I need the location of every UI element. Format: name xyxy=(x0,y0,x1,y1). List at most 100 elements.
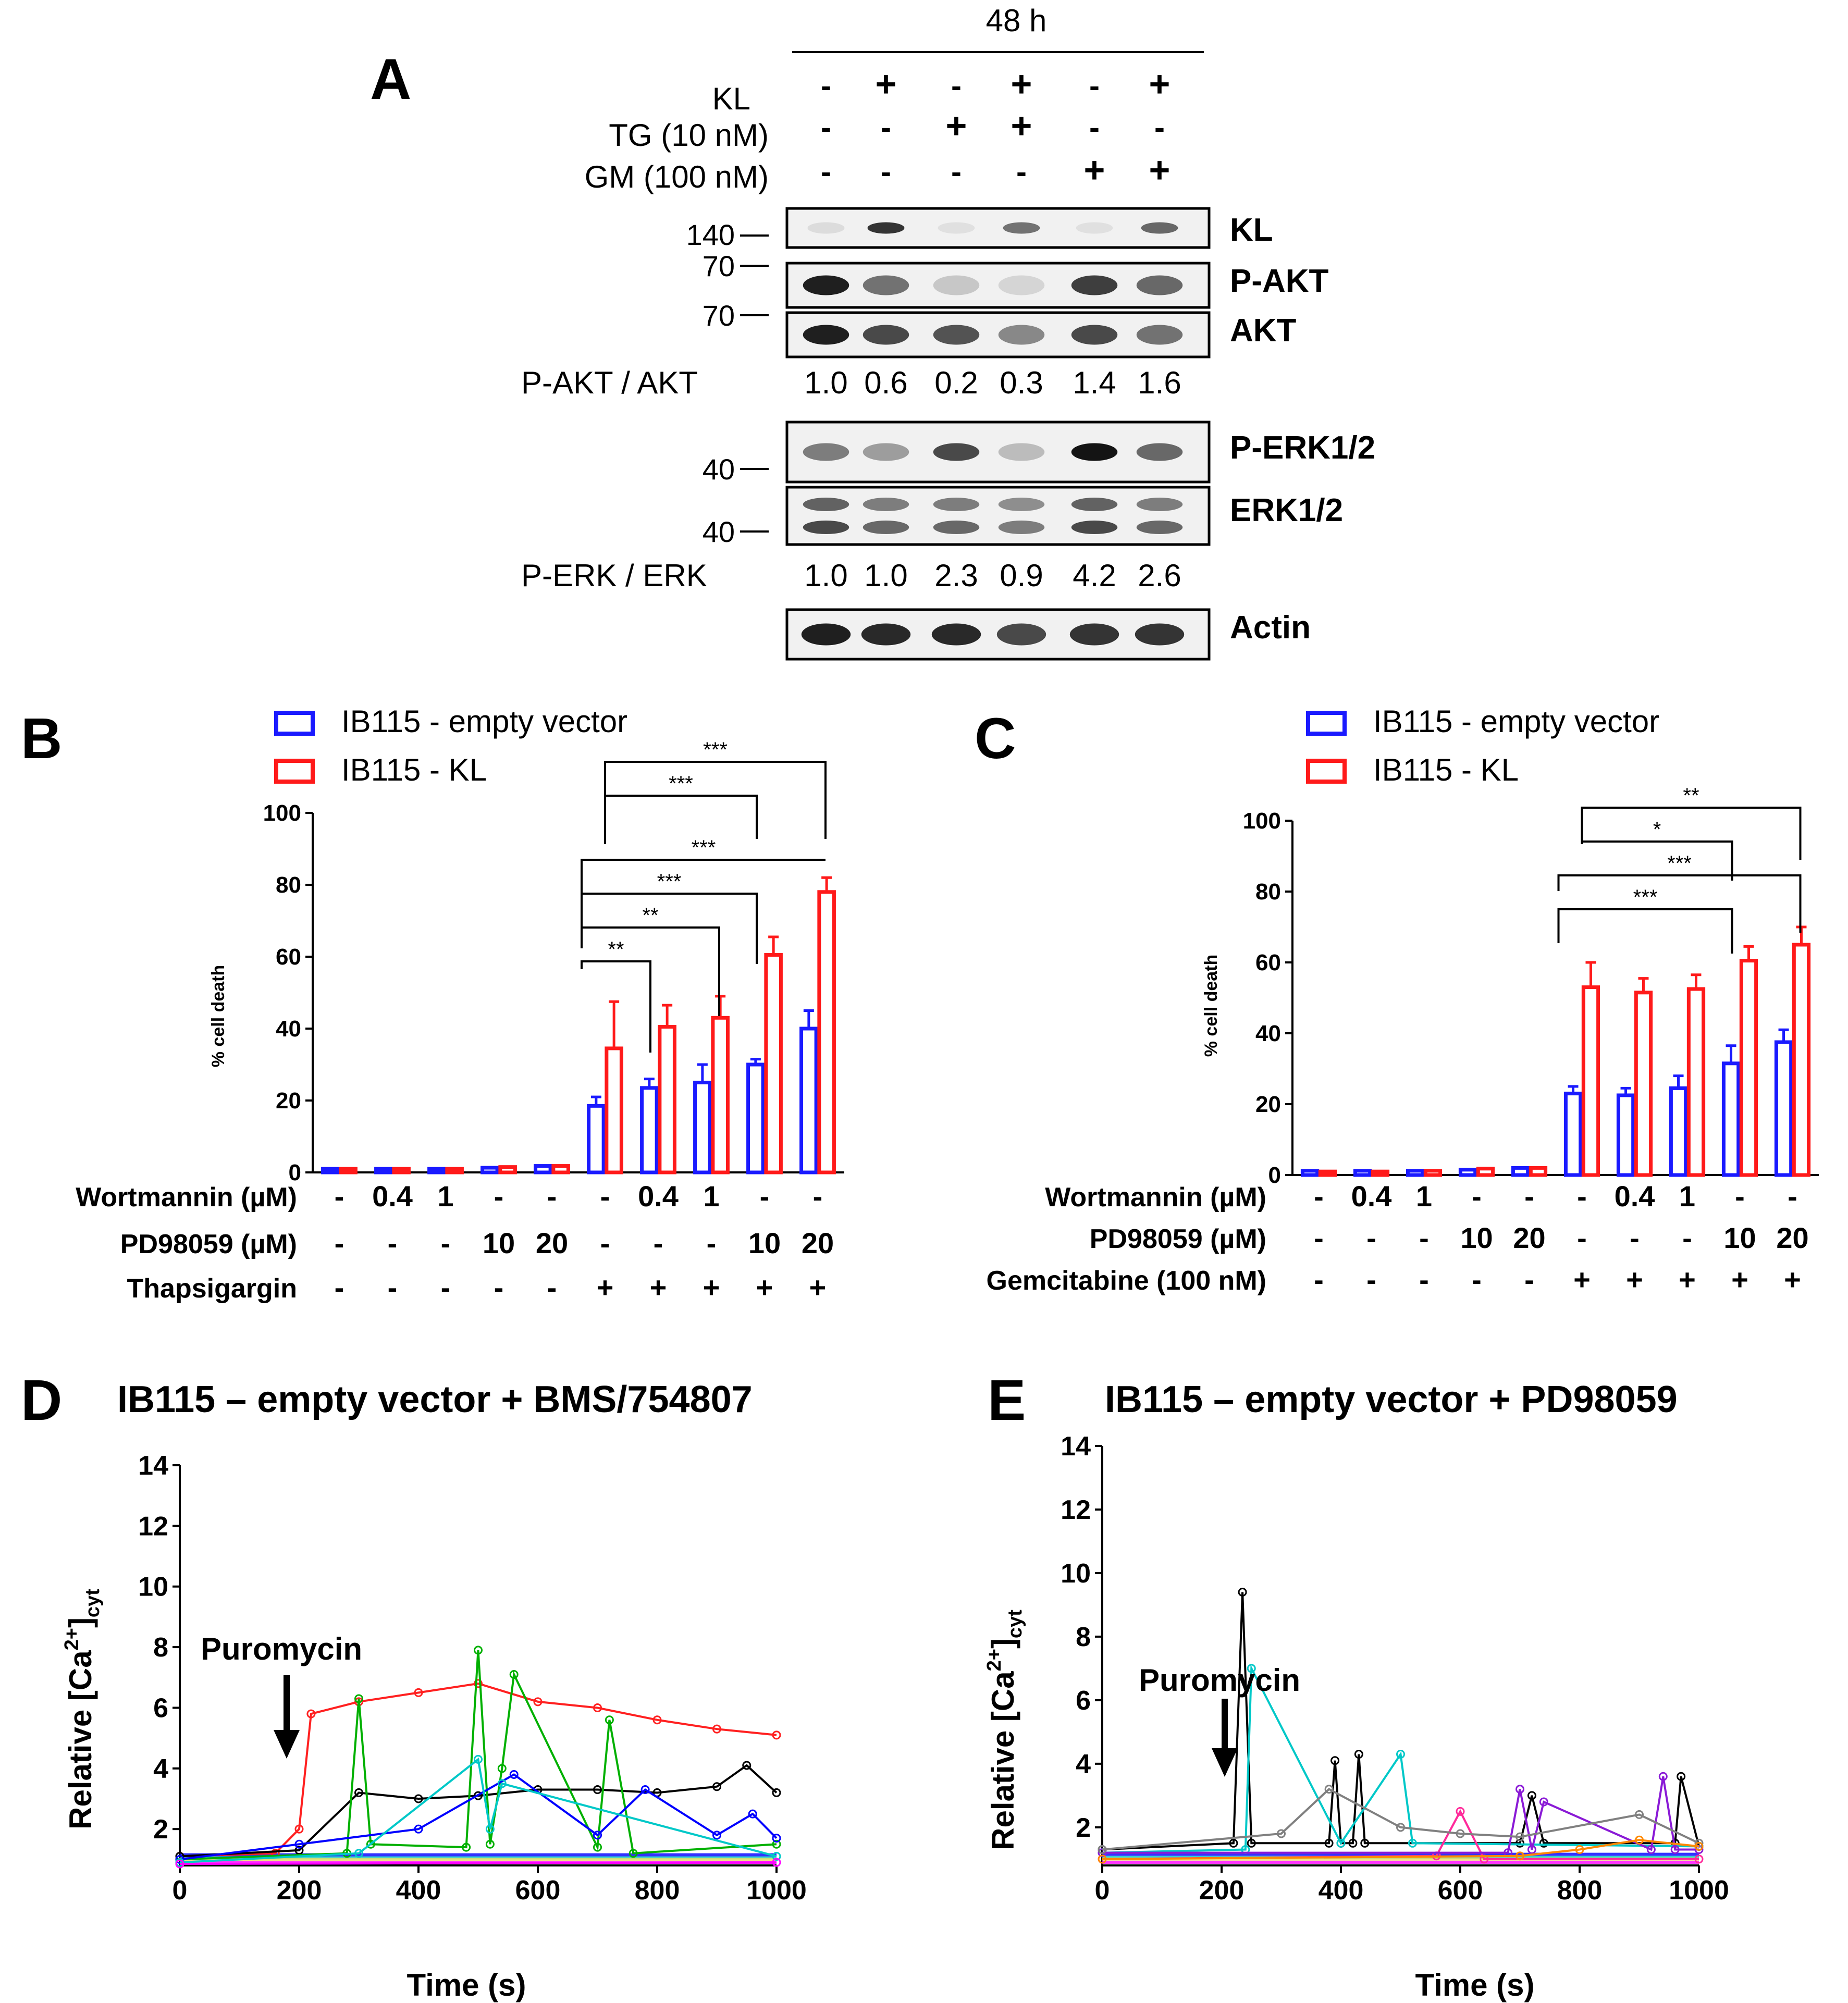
treatment-sign: + xyxy=(876,64,897,104)
y-tick-label: 60 xyxy=(1255,950,1281,975)
trace-point xyxy=(1516,1832,1524,1841)
panel-e-ylabel: Relative [Ca2+]cyt xyxy=(983,1610,1026,1850)
trace-black xyxy=(179,1764,778,1858)
treatment-sign: + xyxy=(1011,64,1032,104)
panel-c-ylabel: % cell death xyxy=(1201,955,1221,1057)
treatment-sign: - xyxy=(821,110,831,145)
trace-point xyxy=(772,1858,781,1867)
condition-value: - xyxy=(1788,1180,1797,1213)
cond-label-pd98059: PD98059 (µM) xyxy=(1090,1224,1266,1254)
trace-point xyxy=(772,1839,781,1849)
bar-kl xyxy=(764,953,783,1174)
mw-70a: 70 xyxy=(703,250,735,282)
trace-point xyxy=(497,1779,507,1788)
panel-d-chart: 2 4 6 8 10 12 14 0 200 400 600 800 1000 xyxy=(138,1451,807,1906)
trace-point xyxy=(1694,1838,1704,1848)
trace-point xyxy=(712,1831,721,1840)
condition-value: - xyxy=(1630,1221,1640,1254)
trace-point xyxy=(485,1824,495,1834)
band xyxy=(1071,325,1118,345)
panel-e-xlabel: Time (s) xyxy=(1415,1968,1535,2002)
blot-kl xyxy=(785,207,1211,249)
trace-point xyxy=(474,1679,483,1688)
legend-swatch-empty xyxy=(1306,711,1347,736)
cond-label-thapsigargin: Thapsigargin xyxy=(127,1273,297,1304)
y-tick-label: 4 xyxy=(1076,1749,1091,1779)
ratio-value: 1.4 xyxy=(1073,365,1116,400)
panel-c-letter: C xyxy=(975,707,1016,771)
significance-bracket xyxy=(581,859,826,948)
bar-empty-vector xyxy=(1563,1092,1583,1177)
trace-point xyxy=(1098,1845,1107,1854)
treatment-sign: - xyxy=(1089,68,1100,103)
y-tick-label: 0 xyxy=(289,1160,301,1185)
band xyxy=(933,521,980,534)
panel-d-letter: D xyxy=(21,1368,62,1432)
mw-40a: 40 xyxy=(703,453,735,486)
trace-point xyxy=(509,1770,519,1779)
condition-value: - xyxy=(547,1180,557,1213)
trace-point xyxy=(1527,1791,1536,1800)
trace-purple xyxy=(1102,1776,1699,1854)
condition-value: 10 xyxy=(1460,1221,1493,1254)
ratio-values-akt: 1.0 0.6 0.2 0.3 1.4 1.6 xyxy=(804,365,1181,400)
condition-value: - xyxy=(1314,1263,1324,1296)
condition-value: - xyxy=(335,1271,344,1304)
y-tick-label: 20 xyxy=(276,1088,301,1114)
ratio-value: 1.0 xyxy=(804,558,847,593)
trace-point xyxy=(593,1785,602,1795)
treatment-sign: - xyxy=(821,68,831,103)
trace-point xyxy=(1539,1838,1548,1848)
trace-point xyxy=(1516,1851,1524,1861)
trace-point xyxy=(474,1646,483,1655)
mw-70b: 70 xyxy=(703,299,735,332)
condition-value: 1 xyxy=(1679,1180,1695,1213)
trace-point xyxy=(1247,1664,1256,1673)
trace-point xyxy=(772,1730,781,1740)
trace-point xyxy=(1456,1829,1465,1838)
y-tick-label: 10 xyxy=(138,1572,168,1602)
condition-value: - xyxy=(1419,1221,1429,1254)
trace-point xyxy=(354,1788,363,1797)
trace-point xyxy=(742,1761,751,1770)
significance-bracket xyxy=(604,761,827,844)
band xyxy=(1136,521,1183,534)
trace-point xyxy=(1229,1838,1238,1848)
y-tick-label: 2 xyxy=(153,1814,168,1845)
panel-a-letter: A xyxy=(370,47,411,112)
treatment-sign: + xyxy=(1149,64,1171,104)
band xyxy=(863,498,909,511)
row-label-tg: TG (10 nM) xyxy=(609,118,769,153)
band xyxy=(998,275,1045,295)
condition-value: - xyxy=(441,1227,451,1259)
ratio-value: 0.9 xyxy=(1000,558,1043,593)
legend-empty-vector: IB115 - empty vector xyxy=(341,704,627,739)
trace-point xyxy=(1354,1750,1363,1759)
condition-value: - xyxy=(547,1271,557,1304)
panel-e-letter: E xyxy=(988,1368,1026,1432)
panel-e: E IB115 – empty vector + PD98059 2 4 6 8 10 1… xyxy=(983,1368,1729,2002)
trace-cyan xyxy=(1102,1664,1699,1854)
trace-point xyxy=(533,1697,543,1707)
condition-value: + xyxy=(1626,1263,1643,1296)
trace-point xyxy=(1694,1854,1704,1864)
trace-point xyxy=(712,1782,721,1791)
condition-value: - xyxy=(1419,1263,1429,1296)
bar-empty-vector xyxy=(534,1164,552,1174)
trace-magenta xyxy=(179,1861,777,1865)
bar-empty-vector xyxy=(1353,1169,1372,1177)
band xyxy=(803,275,849,295)
trace-point xyxy=(366,1839,375,1849)
bar-empty-vector xyxy=(746,1062,765,1174)
condition-value: + xyxy=(756,1271,773,1304)
trace-point xyxy=(593,1843,602,1852)
band xyxy=(863,325,909,345)
band xyxy=(863,443,909,461)
trace-point xyxy=(414,1794,423,1803)
treatment-signs: - + - + - +- - + + - -- - - - + + xyxy=(821,64,1170,190)
treatment-sign: - xyxy=(1016,154,1027,189)
panel-b-conditions: -0.4 1- - -0.4 1- -- - -10 20- - -10 20- - - - - + + + + + xyxy=(335,1180,834,1304)
band xyxy=(1069,623,1119,646)
y-tick-label: 80 xyxy=(1255,879,1281,905)
